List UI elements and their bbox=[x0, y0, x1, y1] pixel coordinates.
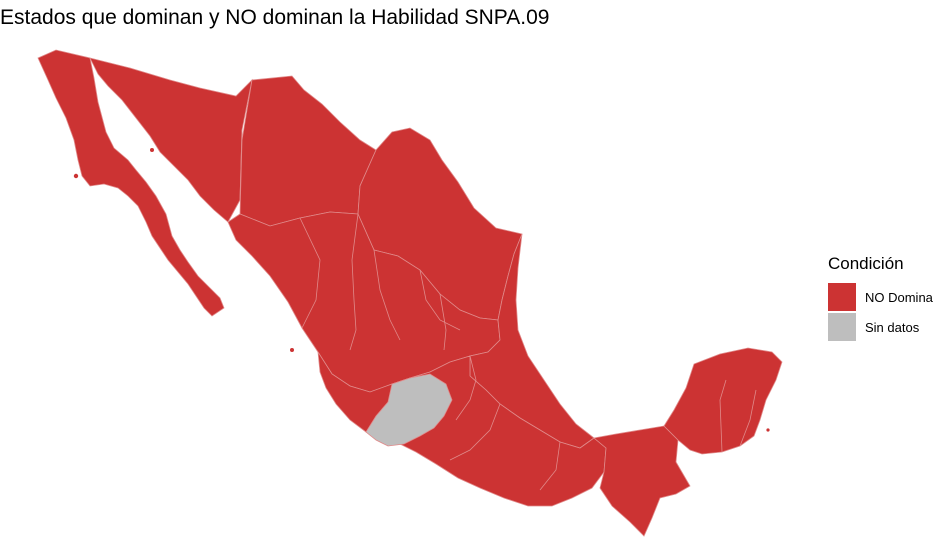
legend-swatch-no-domina bbox=[828, 283, 856, 311]
state-yucatan-shape bbox=[663, 347, 783, 455]
island-shape bbox=[73, 173, 79, 179]
chart-title: Estados que dominan y NO dominan la Habi… bbox=[0, 6, 550, 29]
state-chihuahua-shape bbox=[239, 75, 377, 227]
state-borders bbox=[239, 129, 757, 491]
legend-label-sin-datos: Sin datos bbox=[865, 319, 920, 335]
legend-swatch-sin-datos bbox=[828, 313, 856, 341]
state-sonora-shape bbox=[89, 57, 253, 223]
island-shape bbox=[290, 348, 294, 352]
legend-item-no-domina: NO Domina bbox=[828, 282, 933, 312]
legend-title: Condición bbox=[828, 254, 904, 273]
state-chiapas-shape bbox=[593, 425, 691, 537]
legend-label-no-domina: NO Domina bbox=[865, 289, 933, 305]
legend: Condición NO Domina Sin datos bbox=[828, 254, 933, 342]
state-michoacan-shape bbox=[365, 373, 453, 447]
state-baja-california-sur-shape bbox=[37, 49, 225, 317]
island-shape bbox=[150, 148, 154, 152]
island-shape bbox=[766, 428, 770, 432]
legend-item-sin-datos: Sin datos bbox=[828, 312, 933, 342]
